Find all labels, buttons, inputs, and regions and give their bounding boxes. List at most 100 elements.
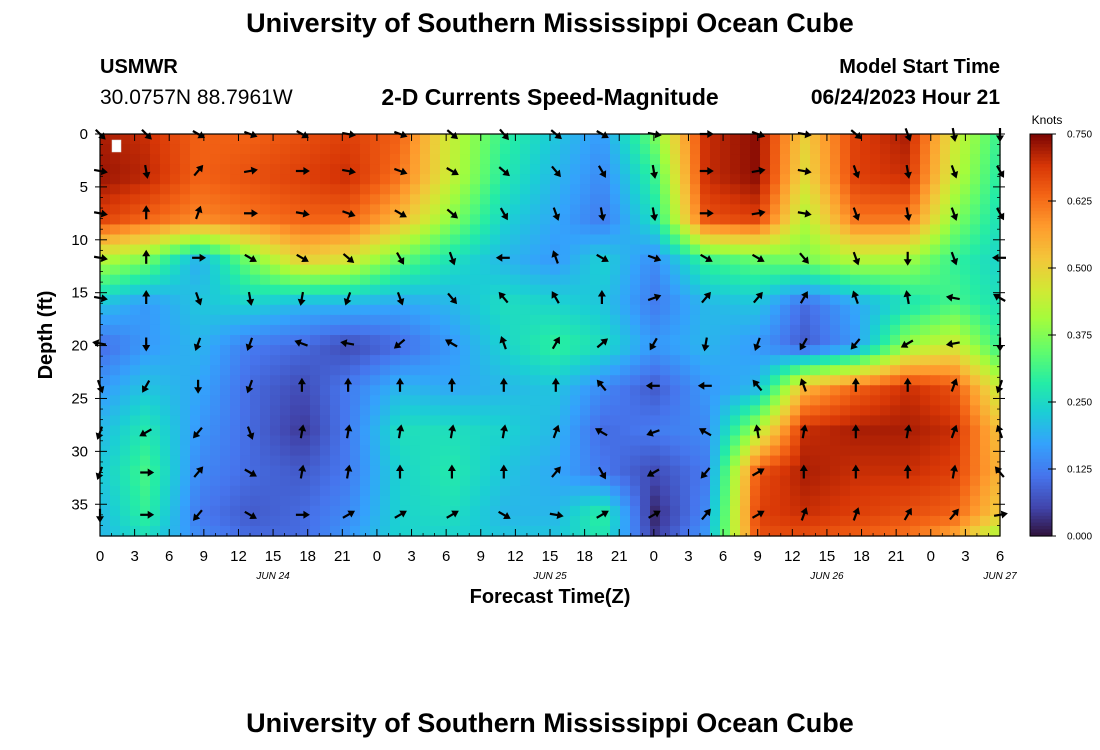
heatmap-cell (400, 204, 411, 215)
heatmap-cell (240, 445, 251, 457)
current-vector-arrow (903, 464, 912, 479)
heatmap-cell (180, 375, 191, 386)
heatmap-cell (840, 144, 851, 155)
heatmap-cell (180, 455, 191, 467)
heatmap-cell (560, 154, 571, 165)
heatmap-cell (740, 134, 751, 145)
heatmap-cell (460, 204, 471, 215)
heatmap-cell (890, 355, 901, 366)
heatmap-cell (690, 284, 701, 296)
heatmap-cell (770, 284, 781, 296)
heatmap-cell (490, 324, 501, 336)
heatmap-cell (380, 284, 391, 296)
heatmap-cell (240, 475, 251, 487)
current-vector-arrow (903, 251, 912, 266)
heatmap-cell (570, 445, 581, 457)
heatmap-cell (800, 244, 811, 256)
heatmap-cell (680, 264, 691, 276)
colorbar-swatch (1030, 261, 1052, 266)
heatmap-cell (450, 475, 461, 487)
heatmap-cell (940, 485, 951, 497)
heatmap-cell (240, 254, 251, 266)
heatmap-cell (400, 395, 411, 406)
heatmap-cell (250, 345, 261, 356)
heatmap-cell (460, 214, 471, 226)
colorbar-swatch (1030, 147, 1052, 152)
heatmap-cell (420, 214, 431, 226)
heatmap-cell (560, 294, 571, 306)
heatmap-cell (270, 375, 281, 386)
heatmap-cell (120, 214, 131, 226)
heatmap-cell (950, 314, 961, 326)
colorbar-swatch (1030, 425, 1052, 430)
heatmap-cell (510, 294, 521, 306)
heatmap-cell (160, 294, 171, 306)
heatmap-cell (750, 134, 761, 145)
heatmap-cell (850, 174, 861, 185)
heatmap-cell (880, 455, 891, 467)
heatmap-cell (650, 194, 661, 205)
heatmap-cell (410, 164, 421, 175)
heatmap-cell (430, 314, 441, 326)
heatmap-cell (830, 345, 841, 356)
heatmap-cell (490, 355, 501, 366)
heatmap-cell (200, 264, 211, 276)
current-vector-arrow (447, 464, 456, 479)
heatmap-cell (440, 154, 451, 165)
heatmap-cell (590, 194, 601, 205)
heatmap-cell (710, 415, 721, 427)
heatmap-cell (480, 264, 491, 276)
heatmap-cell (360, 515, 371, 527)
heatmap-cell (910, 495, 921, 507)
heatmap-cell (590, 475, 601, 487)
heatmap-cell (310, 505, 321, 517)
heatmap-cell (730, 214, 741, 226)
colorbar-swatch (1030, 495, 1052, 500)
heatmap-cell (670, 214, 681, 226)
heatmap-cell (960, 415, 971, 427)
heatmap-cell (800, 345, 811, 356)
heatmap-cell (590, 244, 601, 256)
heatmap-cell (600, 415, 611, 427)
heatmap-cell (470, 274, 481, 286)
heatmap-cell (900, 515, 911, 527)
heatmap-cell (290, 314, 301, 326)
heatmap-cell (440, 505, 451, 517)
heatmap-cell (830, 395, 841, 406)
heatmap-cell (720, 324, 731, 336)
heatmap-cell (510, 455, 521, 467)
heatmap-cell (690, 264, 701, 276)
heatmap-cell (210, 435, 221, 447)
heatmap-cell (290, 415, 301, 427)
heatmap-cell (190, 194, 201, 205)
heatmap-cell (410, 144, 421, 155)
colorbar-swatch (1030, 388, 1052, 393)
heatmap-cell (880, 355, 891, 366)
heatmap-cell (230, 395, 241, 406)
heatmap-cell (280, 264, 291, 276)
heatmap-cell (960, 495, 971, 507)
heatmap-cell (970, 515, 981, 527)
heatmap-cell (530, 164, 541, 175)
heatmap-cell (190, 174, 201, 185)
heatmap-cell (170, 174, 181, 185)
heatmap-cell (360, 204, 371, 215)
heatmap-cell (600, 395, 611, 406)
heatmap-cell (450, 204, 461, 215)
heatmap-cell (480, 234, 491, 246)
heatmap-cell (890, 234, 901, 246)
heatmap-cell (120, 294, 131, 306)
heatmap-cell (780, 204, 791, 215)
heatmap-cell (780, 425, 791, 437)
heatmap-cell (240, 274, 251, 286)
heatmap-cell (250, 435, 261, 447)
heatmap-cell (790, 234, 801, 246)
heatmap-cell (200, 415, 211, 427)
heatmap-cell (440, 465, 451, 477)
heatmap-cell (610, 134, 621, 145)
heatmap-cell (840, 375, 851, 386)
heatmap-cell (770, 204, 781, 215)
heatmap-cell (140, 375, 151, 386)
heatmap-cell (630, 154, 641, 165)
heatmap-cell (640, 314, 651, 326)
